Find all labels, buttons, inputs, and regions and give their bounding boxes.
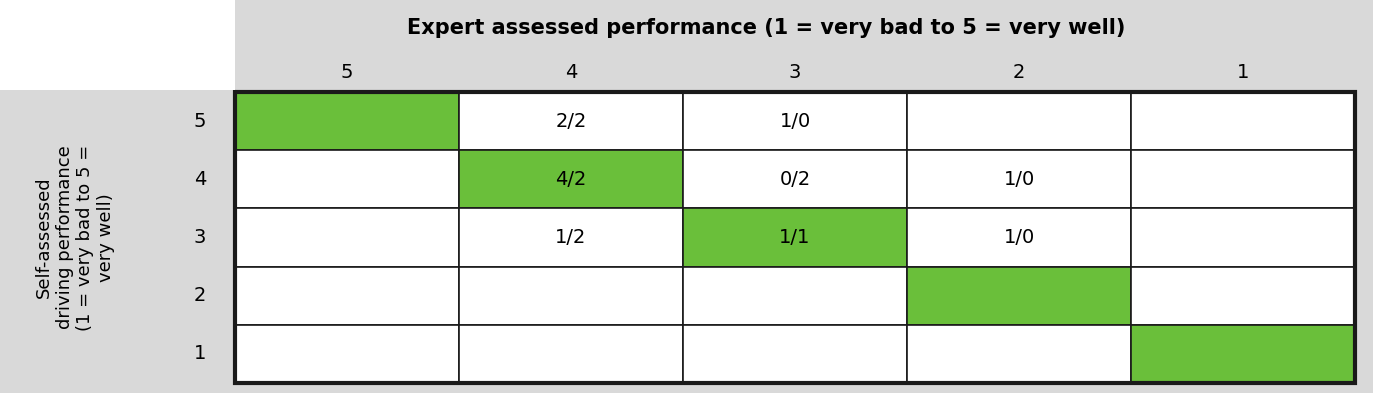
Bar (459, 150, 682, 208)
Bar (1131, 150, 1355, 208)
Text: 4: 4 (564, 64, 577, 83)
Bar (0, 0, 165, 55)
Bar (1131, 92, 1355, 150)
Text: 0/2: 0/2 (780, 170, 810, 189)
Bar (682, 325, 908, 383)
Text: 5: 5 (194, 112, 206, 130)
Text: 4/2: 4/2 (555, 170, 586, 189)
Text: 1/2: 1/2 (555, 228, 586, 247)
Text: Self-assessed
driving performance
(1 = very bad to 5 =
very well): Self-assessed driving performance (1 = v… (34, 144, 115, 331)
Bar (1131, 266, 1355, 325)
Text: 3: 3 (789, 64, 802, 83)
Text: 1/1: 1/1 (780, 228, 810, 247)
Bar (908, 266, 1131, 325)
Bar (682, 266, 908, 325)
Text: 3: 3 (194, 228, 206, 247)
Bar (1131, 208, 1355, 266)
Bar (1131, 325, 1355, 383)
Bar (0, 0, 235, 90)
Bar (908, 325, 1131, 383)
Bar (235, 92, 1355, 383)
Bar (235, 266, 459, 325)
Bar (682, 92, 908, 150)
Text: 2: 2 (194, 286, 206, 305)
Text: 1: 1 (1237, 64, 1249, 83)
Text: 2: 2 (1013, 64, 1026, 83)
Bar (908, 150, 1131, 208)
Bar (235, 208, 459, 266)
Text: 2/2: 2/2 (555, 112, 586, 130)
Text: 4: 4 (194, 170, 206, 189)
Text: 1/0: 1/0 (780, 112, 810, 130)
Text: 5: 5 (341, 64, 353, 83)
Bar (908, 208, 1131, 266)
Text: 1/0: 1/0 (1004, 170, 1035, 189)
Bar (459, 266, 682, 325)
Bar (459, 208, 682, 266)
Bar (682, 208, 908, 266)
Bar (682, 150, 908, 208)
Text: 1/0: 1/0 (1004, 228, 1035, 247)
Bar (235, 325, 459, 383)
Text: Expert assessed performance (1 = very bad to 5 = very well): Expert assessed performance (1 = very ba… (408, 18, 1126, 38)
Bar (235, 92, 459, 150)
Bar (459, 325, 682, 383)
Bar (908, 92, 1131, 150)
Bar (459, 92, 682, 150)
Text: 1: 1 (194, 344, 206, 364)
Bar (235, 150, 459, 208)
